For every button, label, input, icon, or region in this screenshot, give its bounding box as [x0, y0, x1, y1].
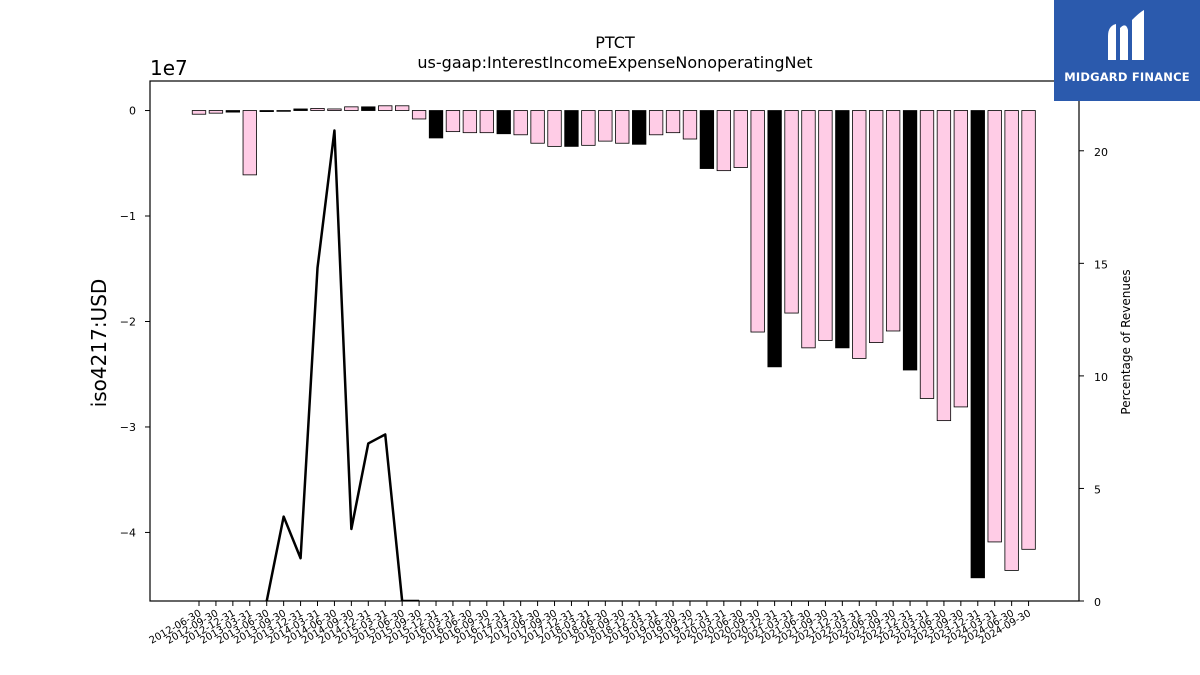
- bar-2024-06-30: [1004, 110, 1019, 571]
- bar-2013-09-30: [276, 110, 291, 112]
- bar-2024-03-31: [987, 110, 1002, 543]
- line-percentage-of-revenues: [265, 129, 420, 601]
- bar-2021-12-31: [835, 110, 850, 349]
- bar-2015-03-31: [378, 105, 393, 111]
- y2-tick-label: 20: [1094, 146, 1108, 159]
- bar-2023-12-31: [970, 110, 985, 579]
- y2-tick-label: 0: [1094, 596, 1101, 609]
- brand-logo: MIDGARD FINANCE: [1054, 0, 1200, 101]
- y-tick-label: −2: [120, 315, 136, 328]
- bar-2016-12-31: [496, 110, 511, 135]
- bar-2013-06-30: [259, 110, 274, 112]
- axes-group: 0−1−2−3−4051015202012-06-302012-09-30201…: [120, 105, 1108, 647]
- y-axis-offset-label: 1e7: [150, 56, 188, 80]
- chart-title: PTCT: [595, 33, 635, 52]
- bar-2012-09-30: [208, 110, 224, 114]
- bar-2019-09-30: [682, 110, 698, 140]
- bar-2021-06-30: [801, 110, 816, 349]
- bar-2016-09-30: [479, 110, 494, 134]
- bar-2016-06-30: [462, 110, 478, 134]
- bar-2015-12-31: [428, 110, 444, 139]
- bar-2013-12-31: [293, 108, 308, 111]
- bar-2018-09-30: [615, 110, 630, 144]
- y-tick-label: −3: [120, 421, 136, 434]
- bar-2015-09-30: [411, 110, 427, 120]
- y2-tick-label: 15: [1094, 258, 1108, 271]
- bar-2015-06-30: [395, 105, 410, 111]
- y2-axis-label: Percentage of Revenues: [1119, 269, 1133, 414]
- midgard-finance-logo-icon: [1108, 10, 1144, 60]
- bar-2017-12-31: [564, 110, 579, 147]
- bar-2024-09-30: [1021, 110, 1036, 550]
- bar-2017-09-30: [547, 110, 562, 147]
- bar-2018-06-30: [598, 110, 613, 142]
- bar-2012-12-31: [225, 110, 241, 113]
- bar-2018-12-31: [632, 110, 647, 145]
- y-tick-label: −1: [120, 210, 136, 223]
- bar-2016-03-31: [445, 110, 461, 133]
- bar-2020-06-30: [733, 110, 748, 168]
- bar-2017-06-30: [530, 110, 545, 144]
- bar-2022-06-30: [869, 110, 884, 343]
- chart-subtitle: us-gaap:InterestIncomeExpenseNonoperatin…: [417, 53, 812, 72]
- bar-2014-12-31: [361, 106, 376, 111]
- bar-2014-06-30: [327, 108, 342, 111]
- bar-2021-03-31: [784, 110, 799, 314]
- bar-2021-09-30: [818, 110, 833, 341]
- bar-2017-03-31: [513, 110, 528, 136]
- bar-2019-06-30: [665, 110, 681, 134]
- bar-2023-09-30: [953, 110, 968, 408]
- bar-2020-12-31: [767, 110, 782, 368]
- bar-2022-09-30: [885, 110, 901, 332]
- bar-2019-12-31: [699, 110, 715, 169]
- y-tick-label: 0: [129, 105, 136, 118]
- bars-group: [191, 105, 1036, 579]
- bar-2013-03-31: [242, 110, 257, 176]
- bar-2022-12-31: [902, 110, 918, 371]
- y2-tick-label: 5: [1094, 483, 1101, 496]
- y-tick-label: −4: [120, 526, 136, 539]
- bar-2019-03-31: [648, 110, 664, 136]
- bar-2018-03-31: [581, 110, 596, 146]
- plot-frame: [149, 80, 1080, 602]
- bar-2023-06-30: [936, 110, 952, 422]
- bar-2022-03-31: [852, 110, 867, 359]
- y-axis-label: iso4217:USD: [87, 279, 111, 408]
- line-group: [265, 129, 420, 601]
- bar-2014-09-30: [344, 106, 359, 111]
- bar-2012-06-30: [191, 110, 207, 115]
- brand-name: MIDGARD FINANCE: [1064, 70, 1190, 84]
- y2-tick-label: 10: [1094, 371, 1108, 384]
- bar-2023-03-31: [919, 110, 935, 399]
- bar-2020-03-31: [716, 110, 731, 172]
- bar-2014-03-31: [310, 108, 325, 111]
- bar-2020-09-30: [750, 110, 765, 333]
